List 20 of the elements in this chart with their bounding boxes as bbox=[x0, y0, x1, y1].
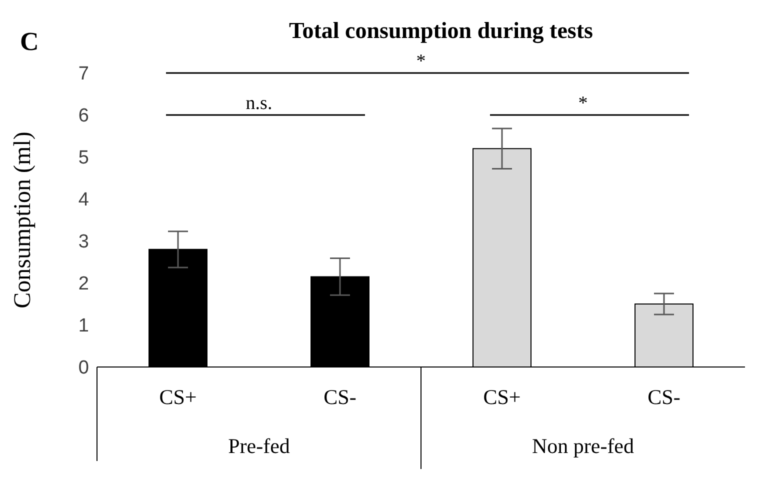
y-tick-label: 4 bbox=[78, 190, 90, 211]
x-tick-label: CS- bbox=[324, 384, 356, 409]
x-tick-label: CS- bbox=[648, 384, 680, 409]
y-tick-label: 2 bbox=[78, 274, 89, 295]
annotation: * bbox=[578, 93, 588, 114]
text: Pre-fed bbox=[228, 434, 290, 458]
y-tick-label: 3 bbox=[78, 232, 89, 253]
y-tick-label: 0 bbox=[78, 358, 89, 379]
annotation: n.s. bbox=[246, 93, 272, 114]
y-axis-title: Consumption (ml) bbox=[10, 132, 36, 308]
text: Non pre-fed bbox=[532, 434, 635, 458]
text: * bbox=[416, 51, 426, 72]
x-tick-label: CS+ bbox=[483, 384, 521, 409]
y-tick-label: 1 bbox=[78, 316, 89, 337]
y-tick-label: 5 bbox=[78, 148, 89, 169]
y-tick-label: 6 bbox=[78, 106, 89, 127]
y-tick-label: 7 bbox=[78, 64, 89, 85]
x-tick-label: CS+ bbox=[159, 384, 197, 409]
chart-title: Total consumption during tests bbox=[289, 18, 594, 44]
text: C bbox=[20, 27, 39, 56]
